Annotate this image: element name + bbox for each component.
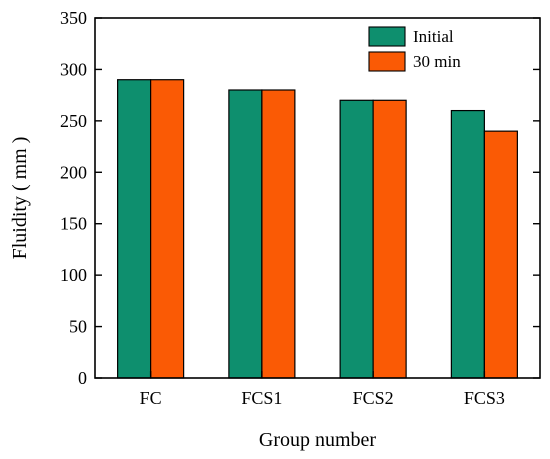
- legend: Initial 30 min: [368, 26, 461, 72]
- y-tick-label: 300: [60, 59, 87, 79]
- bars-group: [117, 79, 518, 379]
- bar-fcs1-initial: [228, 89, 263, 379]
- bar-fcs2-initial: [339, 99, 374, 379]
- legend-label: 30 min: [413, 52, 461, 71]
- x-axis-label: Group number: [259, 429, 377, 451]
- bar-fcs3-30-min: [483, 130, 518, 379]
- y-axis: 0 50 100 150 200 250 300 350: [60, 8, 540, 388]
- legend-swatch-30-min: [368, 51, 406, 72]
- y-tick-label: 150: [60, 214, 87, 234]
- bar-fcs2-30-min: [372, 99, 407, 379]
- x-axis: FC FCS1 FCS2 FCS3: [140, 371, 505, 408]
- y-tick-label: 100: [60, 265, 87, 285]
- bar-fcs1-30-min: [261, 89, 296, 379]
- x-tick-label: FCS3: [464, 388, 505, 408]
- x-tick-label: FCS1: [241, 388, 282, 408]
- x-tick-label: FCS2: [353, 388, 394, 408]
- y-tick-label: 0: [78, 368, 87, 388]
- bar-fc-30-min: [150, 79, 185, 379]
- y-tick-label: 350: [60, 8, 87, 28]
- y-tick-label: 200: [60, 162, 87, 182]
- y-tick-label: 50: [69, 317, 87, 337]
- legend-label: Initial: [413, 27, 454, 46]
- bar-fcs3-initial: [450, 109, 485, 379]
- bar-fc-initial: [117, 79, 152, 379]
- y-axis-label: Fluidity ( mm ): [9, 137, 31, 260]
- plot-frame: [94, 17, 541, 379]
- y-tick-label: 250: [60, 111, 87, 131]
- x-tick-label: FC: [140, 388, 162, 408]
- legend-swatch-initial: [368, 26, 406, 47]
